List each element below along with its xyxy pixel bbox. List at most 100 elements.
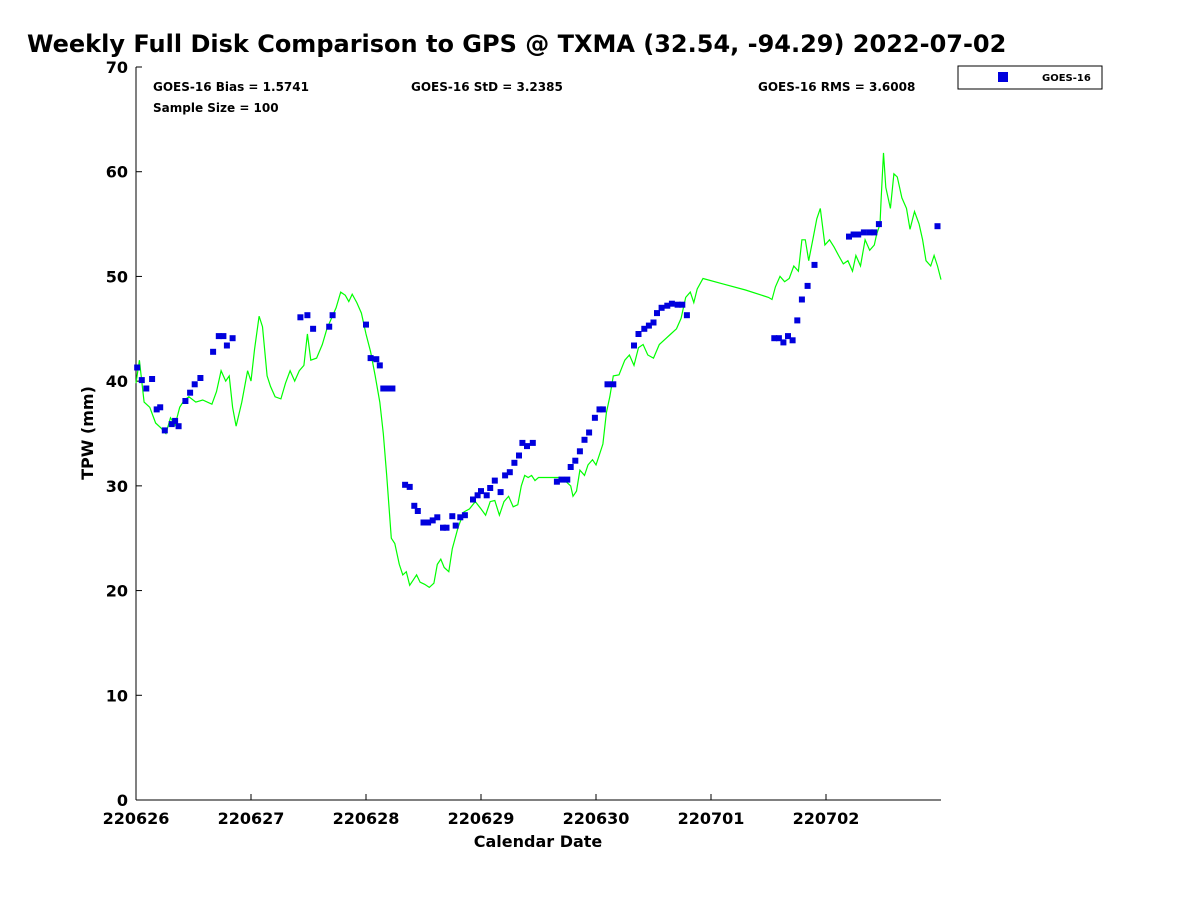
goes16-data-point [789,337,796,344]
goes16-data-point [785,333,791,340]
y-tick-label: 70 [106,58,128,77]
goes16-data-point [402,481,409,488]
goes16-data-point [411,502,418,509]
goes16-data-point [775,335,782,342]
x-tick-label: 220630 [563,809,630,828]
stat-std: GOES-16 StD = 3.2385 [411,80,563,94]
legend: GOES-16 [957,65,1103,90]
goes16-data-point [516,452,522,459]
goes16-data-point [798,296,805,303]
goes16-data-point [182,398,189,404]
goes16-data-point [187,389,194,396]
goes16-data-point [664,302,671,309]
goes16-data-point [586,429,593,436]
goes16-data-point [457,514,464,521]
goes16-data-point [850,231,857,238]
goes16-data-point [470,496,476,503]
y-tick-label: 0 [117,791,128,810]
goes16-data-point [506,469,513,476]
goes16-data-point [197,375,204,381]
goes16-data-point [461,512,468,519]
goes16-data-point [674,301,681,308]
goes16-data-point [487,485,494,491]
goes16-data-point [934,223,941,230]
goes16-data-point [564,476,571,483]
goes16-data-point [572,457,579,464]
goes16-data-point [645,322,652,329]
goes16-data-point [855,231,862,238]
goes16-data-point [502,472,509,479]
goes16-data-point [871,229,878,236]
goes16-data-point [210,348,217,355]
x-tick-label: 220702 [793,809,860,828]
y-tick-label: 20 [106,582,128,601]
stat-bias: GOES-16 Bias = 1.5741 [153,80,309,94]
goes16-data-point [524,443,530,450]
goes16-data-point [567,464,574,470]
goes16-data-point [654,310,660,317]
stat-rms: GOES-16 RMS = 3.6008 [758,80,916,94]
goes16-data-point [650,319,657,326]
goes16-data-point [373,356,380,363]
goes16-data-point [794,317,801,324]
goes16-data-point [229,335,236,342]
goes16-data-point [804,282,811,289]
goes16-data-point [406,483,413,490]
goes16-data-point [161,427,168,434]
goes16-data-point [576,448,583,455]
goes16-data-point [553,478,560,485]
goes16-data-point [434,514,441,521]
goes16-data-point [367,355,374,362]
goes16-data-point [326,323,333,330]
goes16-data-point [143,385,150,392]
goes16-data-point [641,325,648,332]
goes16-data-point [414,508,421,514]
legend-marker-goes16 [998,72,1008,82]
goes16-data-point [683,312,690,319]
x-tick-label: 220627 [218,809,285,828]
goes16-data-point [610,381,617,388]
goes16-data-point [134,364,141,371]
goes16-data-point [474,492,481,499]
goes16-data-point [149,376,156,382]
x-axis-label: Calendar Date [474,832,603,851]
y-tick-label: 10 [106,686,128,705]
x-tick-label: 220629 [448,809,515,828]
goes16-data-point [846,233,852,240]
goes16-data-point [635,331,642,337]
x-tick-label: 220626 [103,809,170,828]
goes16-data-point [491,477,498,484]
goes16-data-point [478,488,484,495]
goes16-data-point [599,406,606,413]
goes16-data-point [875,221,882,228]
y-tick-label: 50 [106,267,128,286]
goes16-data-point [380,385,387,392]
goes16-data-point [425,519,432,526]
y-tick-label: 40 [106,372,128,391]
y-axis-label: TPW (mm) [78,386,97,480]
goes16-data-point [596,406,603,413]
goes16-data-point [389,385,396,392]
goes16-data-point [529,439,536,446]
goes16-data-point [668,300,675,307]
goes16-data-point [658,304,665,311]
chart-title: Weekly Full Disk Comparison to GPS @ TXM… [27,30,1007,58]
goes16-data-point [429,517,436,524]
goes16-data-point [304,312,311,319]
goes16-data-point [153,406,160,413]
goes16-data-point [223,342,230,349]
y-tick-label: 60 [106,163,128,182]
goes16-data-point [384,385,391,392]
goes16-data-point [679,301,686,308]
goes16-data-point [329,312,336,319]
goes16-data-point [511,459,518,466]
x-tick-label: 220701 [678,809,745,828]
goes16-data-point [138,377,145,384]
goes16-data-point [310,325,317,332]
goes16-data-point [497,489,504,496]
goes16-data-point [172,417,179,424]
goes16-data-point [591,414,598,421]
goes16-data-point [452,522,459,529]
goes16-data-point [363,321,369,328]
